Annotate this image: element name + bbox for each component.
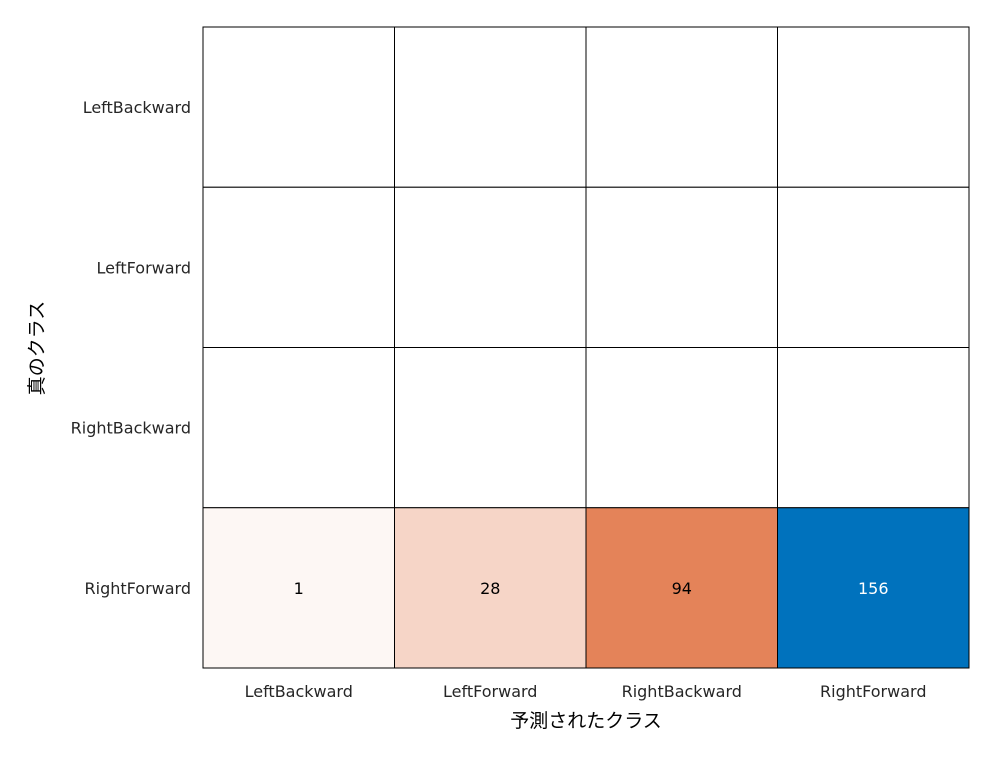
cell-left-backward-left-backward [202, 26, 395, 188]
cell-left-backward-right-backward [585, 26, 778, 188]
cell-left-backward-left-forward [394, 26, 587, 188]
cell-right-forward-left-forward [394, 507, 587, 669]
labels-layer: LeftBackward LeftForward RightBackward Righ… [71, 98, 927, 701]
x-tick-label-left-backward: LeftBackward [245, 682, 353, 701]
cell-value-right-forward-left-forward: 28 [480, 579, 500, 598]
y-tick-label-right-forward: RightForward [85, 579, 191, 598]
x-tick-label-left-forward: LeftForward [443, 682, 537, 701]
cell-left-forward-left-forward [394, 186, 587, 348]
cell-right-backward-left-backward [202, 347, 395, 509]
cell-left-backward-right-forward [777, 26, 970, 188]
cells-layer: 1 28 94 156 [202, 26, 970, 669]
cell-value-right-forward-left-backward: 1 [294, 579, 304, 598]
y-tick-label-left-forward: LeftForward [97, 258, 191, 277]
cell-right-backward-right-forward [777, 347, 970, 509]
cell-value-right-forward-right-forward: 156 [858, 579, 889, 598]
cell-right-forward-right-forward [777, 507, 970, 669]
cell-value-right-forward-right-backward: 94 [672, 579, 692, 598]
x-tick-label-right-backward: RightBackward [622, 682, 742, 701]
cell-left-forward-right-forward [777, 186, 970, 348]
y-tick-label-right-backward: RightBackward [71, 419, 191, 438]
x-tick-label-right-forward: RightForward [820, 682, 926, 701]
cell-right-forward-left-backward [202, 507, 395, 669]
cell-left-forward-left-backward [202, 186, 395, 348]
cell-left-forward-right-backward [585, 186, 778, 348]
cell-right-backward-right-backward [585, 347, 778, 509]
cell-right-forward-right-backward [585, 507, 778, 669]
cell-right-backward-left-forward [394, 347, 587, 509]
x-axis-label: 予測されたクラス [510, 710, 662, 732]
y-tick-label-left-backward: LeftBackward [83, 98, 191, 117]
y-axis-label: 真のクラス [26, 301, 48, 396]
